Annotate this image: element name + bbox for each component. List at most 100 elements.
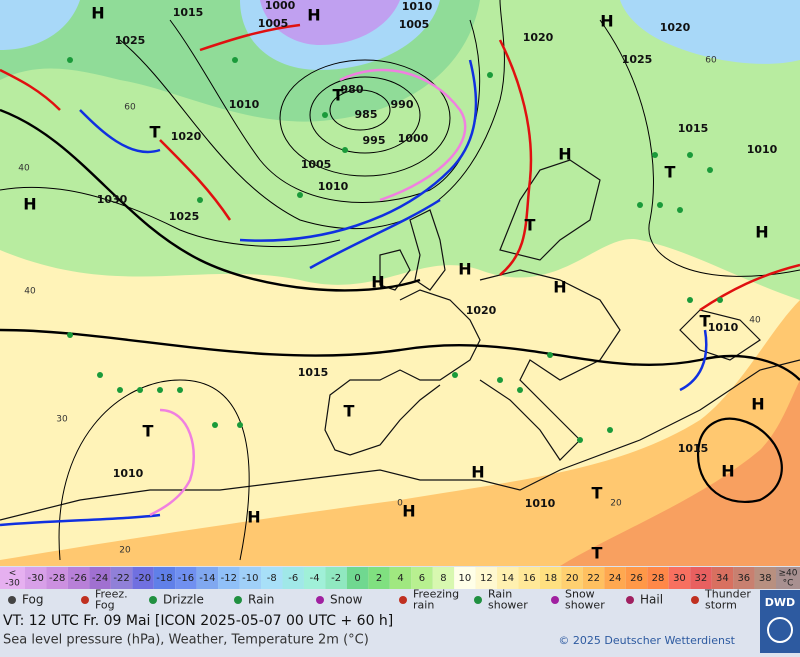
scale-cell xyxy=(561,567,583,589)
scale-label: 6 xyxy=(419,573,425,584)
scale-cell xyxy=(668,567,691,589)
weather-symbol xyxy=(607,427,613,433)
scale-label: 20 xyxy=(566,573,579,584)
weather-symbol xyxy=(232,57,238,63)
pressure-center: T xyxy=(333,86,344,105)
scale-cell xyxy=(582,567,605,589)
scale-cell xyxy=(497,567,519,589)
weather-symbol xyxy=(652,152,658,158)
weather-symbol xyxy=(577,437,583,443)
scale-label: -26 xyxy=(70,573,86,584)
isotherm-label: 60 xyxy=(124,103,136,113)
scale-label: -10 xyxy=(242,573,258,584)
legend-label: Snow xyxy=(330,593,363,607)
pressure-center: H xyxy=(307,6,320,25)
pressure-center: T xyxy=(592,484,603,503)
weather-symbol xyxy=(117,387,123,393)
scale-label: -6 xyxy=(288,573,298,584)
pressure-label: 1020 xyxy=(660,21,691,34)
pressure-label: 1025 xyxy=(115,34,146,47)
pressure-center: T xyxy=(143,422,154,441)
pressure-label: 1025 xyxy=(169,210,200,223)
pressure-center: H xyxy=(23,195,36,214)
isotherm-label: 60 xyxy=(705,56,717,66)
scale-cell xyxy=(776,567,800,589)
isotherm-label: 0 xyxy=(397,499,403,509)
scale-cell xyxy=(539,567,562,589)
scale-label: 8 xyxy=(440,573,446,584)
weather-symbol xyxy=(687,152,693,158)
pressure-label: 1010 xyxy=(525,497,556,510)
legend-label: Freez. xyxy=(95,588,128,601)
pressure-label: 1020 xyxy=(466,304,497,317)
scale-label: 2 xyxy=(376,573,382,584)
legend-icon xyxy=(234,596,242,604)
frost-area xyxy=(260,0,400,45)
legend-icon xyxy=(691,596,699,604)
hot-area xyxy=(560,380,800,566)
pressure-label: 1010 xyxy=(113,467,144,480)
weather-symbol xyxy=(197,197,203,203)
scale-label: 10 xyxy=(459,573,472,584)
pressure-label: 1020 xyxy=(171,130,202,143)
pressure-center: T xyxy=(592,544,603,563)
scale-label: -4 xyxy=(310,573,320,584)
legend-icon xyxy=(149,596,157,604)
scale-cell xyxy=(132,567,154,589)
pressure-center: H xyxy=(558,145,571,164)
weather-symbol xyxy=(342,147,348,153)
weather-symbol xyxy=(637,202,643,208)
weather-symbol xyxy=(157,387,163,393)
copyright: © 2025 Deutscher Wetterdienst xyxy=(558,634,735,647)
legend-icon xyxy=(316,596,324,604)
pressure-label: 995 xyxy=(363,134,386,147)
scale-cell xyxy=(175,567,197,589)
scale-cell xyxy=(196,567,219,589)
legend-label: Thunder xyxy=(704,588,751,601)
scale-label: 22 xyxy=(587,573,600,584)
isotherm-label: 40 xyxy=(18,164,30,174)
weather-symbol xyxy=(707,167,713,173)
scale-label: 38 xyxy=(759,573,772,584)
legend-label: Rain xyxy=(248,593,274,607)
valid-time: VT: 12 UTC Fr. 09 Mai [ICON 2025-05-07 0… xyxy=(3,613,393,629)
legend-icon xyxy=(399,596,407,604)
scale-label: 0 xyxy=(354,573,360,584)
weather-symbol xyxy=(547,352,553,358)
legend-icon xyxy=(474,596,482,604)
pressure-center: T xyxy=(665,163,676,182)
logo-text[interactable]: DWD xyxy=(765,596,795,609)
pressure-center: H xyxy=(553,278,566,297)
pressure-label: 1025 xyxy=(622,53,653,66)
scale-label: 24 xyxy=(609,573,622,584)
scale-cell xyxy=(625,567,648,589)
legend-icon xyxy=(551,596,559,604)
legend-label: Rain xyxy=(488,588,512,601)
legend-icon xyxy=(81,596,89,604)
pressure-label: 1015 xyxy=(678,442,709,455)
pressure-center: H xyxy=(458,260,471,279)
legend-label: Hail xyxy=(640,593,663,607)
scale-cell xyxy=(153,567,176,589)
pressure-label: 1005 xyxy=(399,18,430,31)
pressure-label: 1010 xyxy=(318,180,349,193)
isobars xyxy=(0,0,800,561)
scale-cell xyxy=(475,567,498,589)
scale-cell xyxy=(25,567,47,589)
scale-cell xyxy=(604,567,626,589)
weather-symbol xyxy=(657,202,663,208)
weather-symbol xyxy=(137,387,143,393)
pressure-center: H xyxy=(721,462,734,481)
pressure-label: 1000 xyxy=(398,132,429,145)
pressure-center: H xyxy=(600,12,613,31)
scale-cell xyxy=(0,567,25,589)
scale-label: 14 xyxy=(501,573,514,584)
pressure-label: 1010 xyxy=(229,98,260,111)
weather-symbol xyxy=(322,112,328,118)
isotherm-label: 20 xyxy=(610,499,622,509)
scale-label: -24 xyxy=(92,573,108,584)
scale-label: °C xyxy=(783,579,794,589)
warm-area xyxy=(0,300,800,566)
pressure-label: 1020 xyxy=(523,31,554,44)
